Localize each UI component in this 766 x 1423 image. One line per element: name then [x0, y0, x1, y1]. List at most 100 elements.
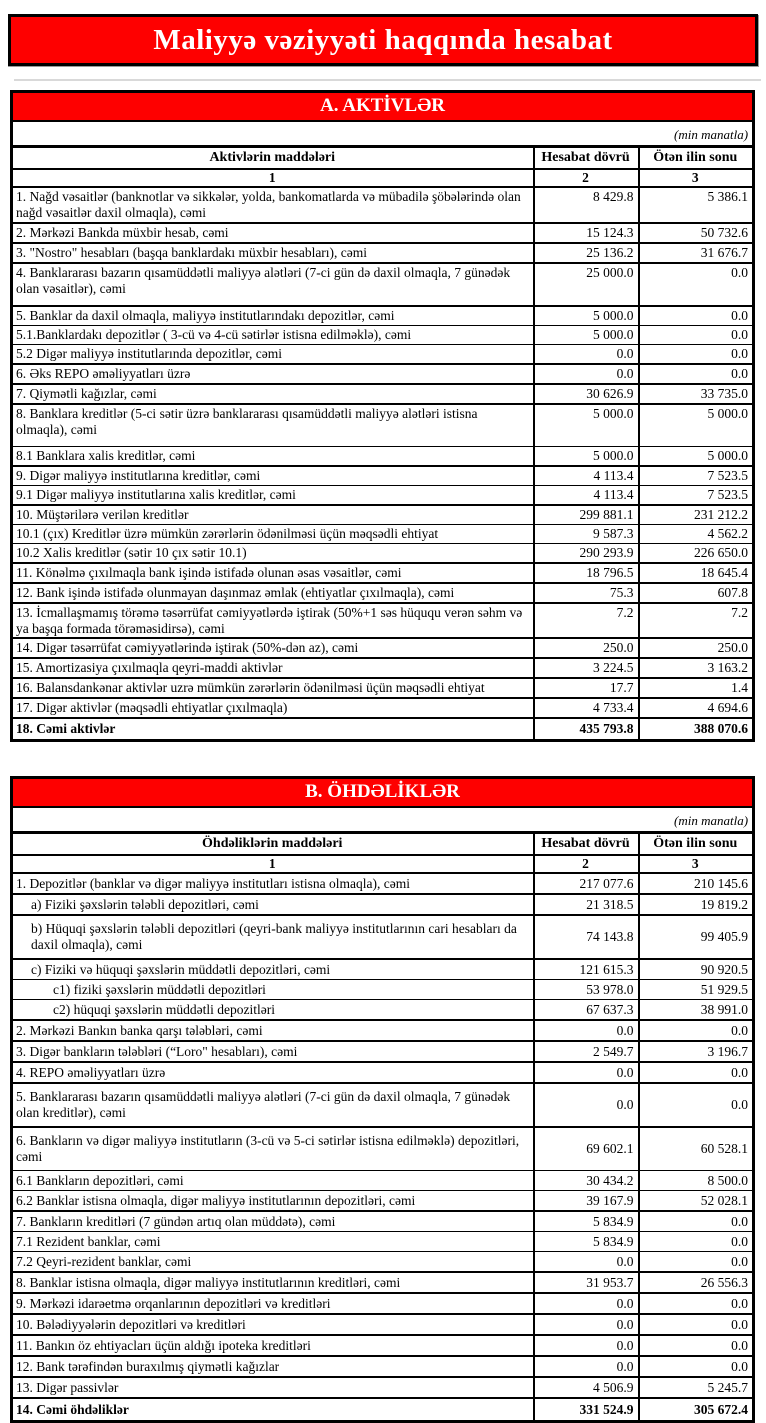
value-current: 0.0	[532, 1019, 639, 1042]
row-label: 7.2 Qeyri-rezident banklar, cəmi	[11, 1251, 534, 1273]
row-label: b) Hüquqi şəxslərin tələbli depozitləri …	[11, 914, 534, 960]
assets-section-title: A. AKTİVLƏR	[11, 91, 754, 122]
row-label: 10. Müştərilərə verilən kreditlər	[11, 503, 534, 525]
table-row: 12. Bank tərəfindən buraxılmış qiymətli …	[11, 1355, 754, 1378]
value-current: 250.0	[532, 636, 639, 658]
row-label: 5. Banklar da daxil olmaqla, maliyyə ins…	[11, 304, 534, 326]
row-label: 9.1 Digər maliyyə institutlarına xalis k…	[11, 484, 534, 505]
value-current: 39 167.9	[532, 1190, 639, 1212]
assets-section-header: A. AKTİVLƏR	[11, 91, 754, 122]
value-current: 0.0	[532, 1061, 639, 1084]
table-row: 3. Digər bankların tələbləri (“Loro" hes…	[11, 1040, 754, 1063]
liabilities-rows: 1. Depozitlər (banklar və digər maliyyə …	[11, 872, 754, 1422]
value-previous: 18 645.4	[637, 561, 754, 583]
value-previous: 0.0	[637, 1292, 754, 1315]
row-label: 17. Digər aktivlər (məqsədli ehtiyatlar …	[11, 696, 534, 718]
value-current: 121 615.3	[532, 958, 639, 980]
column-header-current: Hesabat dövrü	[532, 146, 639, 170]
value-current: 5 000.0	[532, 402, 639, 447]
value-current: 0.0	[532, 1355, 639, 1378]
value-current: 4 506.9	[532, 1376, 639, 1399]
value-previous: 38 991.0	[637, 999, 754, 1021]
table-row: 7.2 Qeyri-rezident banklar, cəmi 0.0 0.0	[11, 1251, 754, 1273]
table-row: 18. Cəmi aktivlər 435 793.8 388 070.6	[11, 716, 754, 741]
value-previous: 19 819.2	[637, 893, 754, 916]
table-row: c2) hüquqi şəxslərin müddətli depozitlər…	[11, 999, 754, 1021]
value-previous: 0.0	[637, 1082, 754, 1128]
table-row: 9.1 Digər maliyyə institutlarına xalis k…	[11, 484, 754, 505]
table-row: 5. Banklar da daxil olmaqla, maliyyə ins…	[11, 304, 754, 326]
value-previous: 0.0	[637, 1210, 754, 1232]
value-previous: 31 676.7	[637, 241, 754, 263]
financial-statement-page: { "page": { "title": "Maliyyə vəziyyəti …	[0, 14, 766, 1423]
value-previous: 1.4	[637, 676, 754, 698]
value-previous: 50 732.6	[637, 221, 754, 243]
value-current: 67 637.3	[532, 999, 639, 1021]
value-previous: 305 672.4	[637, 1397, 754, 1422]
table-row: 6.2 Banklar istisna olmaqla, digər maliy…	[11, 1190, 754, 1212]
value-previous: 226 650.0	[637, 542, 754, 563]
value-previous: 5 000.0	[637, 445, 754, 466]
row-label: 11. Könəlmə çıxılmaqla bank işində istif…	[11, 561, 534, 583]
column-header-previous: Ötən ilin sonu	[637, 832, 754, 856]
divider-line	[14, 79, 761, 81]
table-row: 13. İcmallaşmamış törəmə təsərrüfat cəmi…	[11, 601, 754, 638]
column-header-items: Öhdəliklərin maddələri	[11, 832, 534, 856]
value-current: 25 000.0	[532, 261, 639, 306]
table-row: 8.1 Banklara xalis kreditlər, cəmi 5 000.…	[11, 445, 754, 466]
value-previous: 4 694.6	[637, 696, 754, 718]
table-row: 8. Banklara kreditlər (5-ci sətir üzrə b…	[11, 402, 754, 447]
row-label: 5.2 Digər maliyyə institutlarında depozi…	[11, 343, 534, 364]
table-row: c) Fiziki və hüquqi şəxslərin müddətli d…	[11, 958, 754, 980]
liabilities-column-numbers: 1 2 3	[11, 854, 754, 875]
value-current: 4 733.4	[532, 696, 639, 718]
value-previous: 5 245.7	[637, 1376, 754, 1399]
value-previous: 4 562.2	[637, 523, 754, 544]
table-row: c1) fiziki şəxslərin müddətli depozitlər…	[11, 979, 754, 1000]
value-previous: 0.0	[637, 1231, 754, 1252]
table-row: 9. Digər maliyyə institutlarına kreditlə…	[11, 464, 754, 486]
value-previous: 0.0	[637, 1355, 754, 1378]
value-current: 31 953.7	[532, 1271, 639, 1294]
liabilities-unit-row: (min manatla)	[11, 806, 754, 834]
table-row: 11. Bankın öz ehtiyacları üçün aldığı ip…	[11, 1334, 754, 1357]
value-previous: 0.0	[637, 1019, 754, 1042]
value-current: 69 602.1	[532, 1126, 639, 1171]
value-previous: 0.0	[637, 343, 754, 364]
value-previous: 250.0	[637, 636, 754, 658]
value-current: 8 429.8	[532, 186, 639, 223]
value-previous: 7 523.5	[637, 464, 754, 486]
row-label: a) Fiziki şəxslərin tələbli depozitləri,…	[11, 893, 534, 916]
table-row: 10. Müştərilərə verilən kreditlər 299 881…	[11, 503, 754, 525]
liabilities-section-header: B. ÖHDƏLİKLƏR	[11, 777, 754, 808]
value-previous: 51 929.5	[637, 979, 754, 1000]
table-row: a) Fiziki şəxslərin tələbli depozitləri,…	[11, 893, 754, 916]
assets-column-numbers: 1 2 3	[11, 169, 754, 189]
unit-note: (min manatla)	[11, 121, 754, 148]
table-row: 17. Digər aktivlər (məqsədli ehtiyatlar …	[11, 696, 754, 718]
row-label: 1. Depozitlər (banklar və digər maliyyə …	[11, 872, 534, 895]
value-previous: 0.0	[637, 304, 754, 326]
table-row: 13. Digər passivlər 4 506.9 5 245.7	[11, 1376, 754, 1399]
table-row: 5. Banklararası bazarın qısamüddətli mal…	[11, 1082, 754, 1128]
row-label: 18. Cəmi aktivlər	[11, 716, 534, 741]
row-label: 5. Banklararası bazarın qısamüddətli mal…	[11, 1082, 534, 1128]
value-previous: 3 196.7	[637, 1040, 754, 1063]
value-previous: 7.2	[637, 601, 754, 638]
value-current: 5 000.0	[532, 324, 639, 345]
row-label: 10.1 (çıx) Kreditlər üzrə mümkün zərərlə…	[11, 523, 534, 544]
table-row: 16. Balansdankənar aktivlər uzrə mümkün …	[11, 676, 754, 698]
row-label: 10. Bələdiyyələrin depozitləri və kredit…	[11, 1313, 534, 1336]
assets-rows: 1. Nağd vəsaitlər (banknotlar və sikkələ…	[11, 186, 754, 741]
table-row: 2. Mərkəzi Bankın banka qarşı tələbləri,…	[11, 1019, 754, 1042]
table-row: 8. Banklar istisna olmaqla, digər maliyy…	[11, 1271, 754, 1294]
value-previous: 210 145.6	[637, 872, 754, 895]
value-previous: 3 163.2	[637, 656, 754, 678]
table-row: 6. Bankların və digər maliyyə institutla…	[11, 1126, 754, 1171]
row-label: 11. Bankın öz ehtiyacları üçün aldığı ip…	[11, 1334, 534, 1357]
table-row: 10. Bələdiyyələrin depozitləri və kredit…	[11, 1313, 754, 1336]
row-label: 7. Qiymətli kağızlar, cəmi	[11, 382, 534, 404]
value-current: 217 077.6	[532, 872, 639, 895]
table-row: 7.1 Rezident banklar, cəmi 5 834.9 0.0	[11, 1231, 754, 1252]
value-previous: 0.0	[637, 1251, 754, 1273]
